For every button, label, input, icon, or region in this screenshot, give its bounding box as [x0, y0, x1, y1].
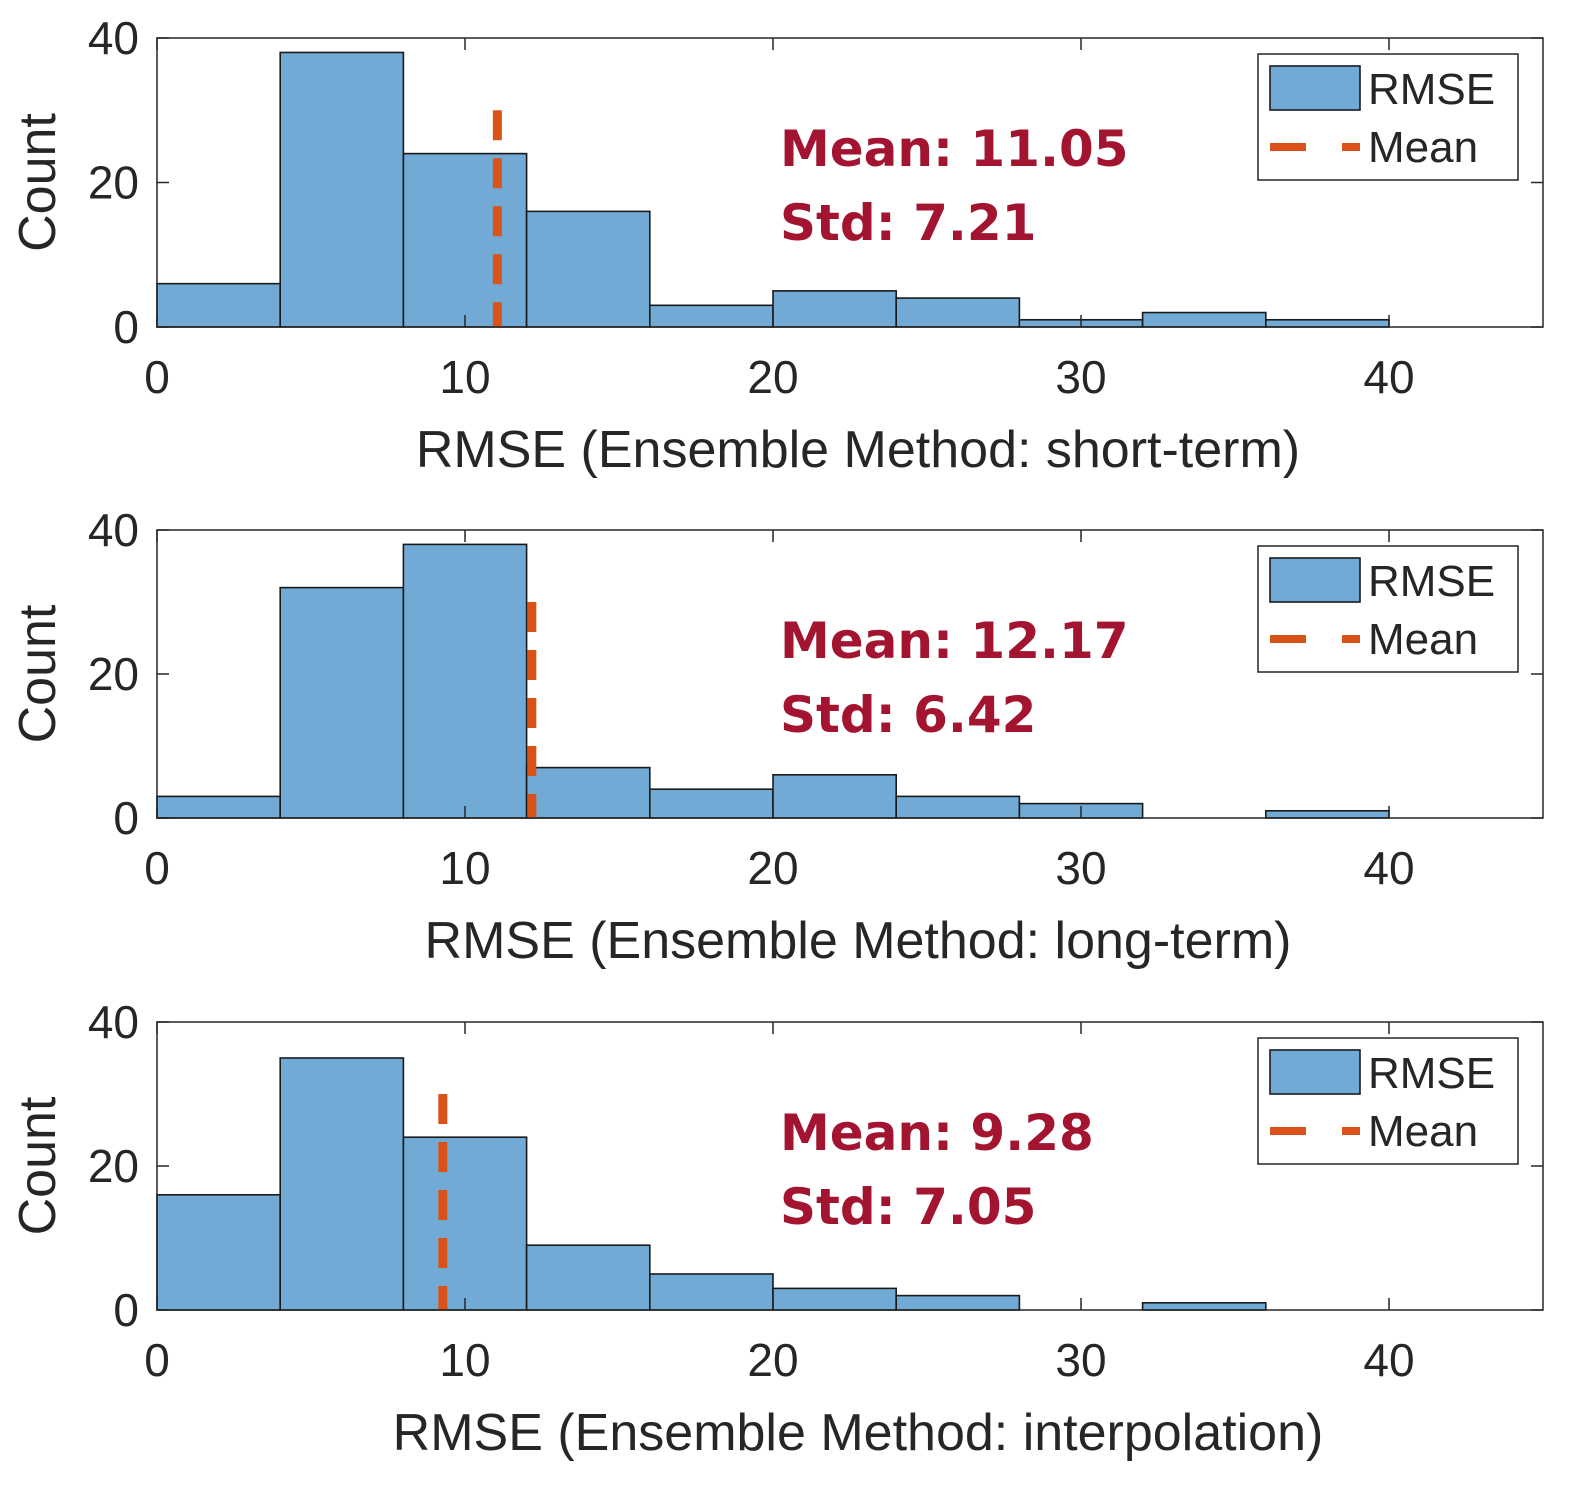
y-tick-label: 20 — [88, 648, 139, 700]
histogram-bar — [1141, 1302, 1267, 1311]
histogram-panel-2: 0 10 20 30 40 0 20 40 RMSE (Ensemble Method: lon… — [9, 504, 1544, 970]
histogram-bar — [402, 543, 528, 819]
x-tick-label: 20 — [747, 351, 798, 403]
histogram-bar — [1265, 318, 1390, 328]
x-tick-label: 30 — [1055, 351, 1106, 403]
legend-label-rmse: RMSE — [1368, 1049, 1495, 1098]
mean-annotation: Mean: 11.05 — [780, 120, 1129, 178]
y-tick-label: 40 — [88, 12, 139, 64]
x-tick-label: 10 — [439, 351, 490, 403]
legend: RMSE Mean — [1257, 1037, 1519, 1165]
y-tick-label: 20 — [88, 157, 139, 209]
y-tick-label: 40 — [88, 504, 139, 556]
y-axis-label: Count — [9, 604, 67, 743]
histogram-bar — [279, 51, 405, 328]
histogram-panel-3: 0 10 20 30 40 0 20 40 RMSE (Ensemble Method: int… — [9, 996, 1544, 1462]
histogram-bar — [895, 297, 1021, 328]
histogram-bar — [648, 788, 774, 819]
legend: RMSE Mean — [1257, 545, 1519, 673]
histogram-panel-1: 0 10 20 30 40 0 20 40 RMSE (Ensemble Method: sho… — [9, 12, 1544, 479]
legend-swatch-rmse — [1269, 557, 1361, 603]
legend-label-rmse: RMSE — [1368, 65, 1495, 114]
std-annotation: Std: 7.21 — [780, 194, 1036, 252]
x-tick-label: 0 — [144, 842, 170, 894]
x-axis-label: RMSE (Ensemble Method: short-term) — [416, 421, 1300, 479]
legend-label-rmse: RMSE — [1368, 557, 1495, 606]
std-annotation: Std: 7.05 — [780, 1178, 1036, 1236]
x-tick-label: 20 — [747, 1334, 798, 1386]
legend-swatch-rmse — [1269, 65, 1361, 111]
histogram-bar — [525, 766, 651, 819]
mean-annotation: Mean: 12.17 — [780, 612, 1129, 670]
histogram-bar — [772, 773, 897, 819]
x-tick-label: 0 — [144, 351, 170, 403]
legend: RMSE Mean — [1257, 53, 1519, 181]
x-tick-label: 10 — [439, 842, 490, 894]
y-tick-label: 0 — [113, 792, 139, 844]
legend-swatch-rmse — [1269, 1049, 1361, 1095]
histogram-bar — [156, 1194, 281, 1311]
histogram-bar — [648, 1273, 774, 1311]
x-axis-label: RMSE (Ensemble Method: long-term) — [425, 912, 1292, 970]
histogram-bar — [525, 210, 651, 328]
y-tick-label: 0 — [113, 301, 139, 353]
x-axis-label: RMSE (Ensemble Method: interpolation) — [393, 1404, 1324, 1462]
histogram-bar — [1141, 311, 1267, 328]
x-tick-label: 0 — [144, 1334, 170, 1386]
y-axis-label: Count — [9, 113, 67, 252]
x-tick-label: 30 — [1055, 842, 1106, 894]
histogram-bar — [648, 304, 774, 328]
histogram-bar — [525, 1244, 651, 1311]
x-tick-label: 20 — [747, 842, 798, 894]
histogram-bar — [156, 282, 281, 328]
histogram-bar — [156, 795, 281, 819]
histogram-bar — [279, 586, 405, 819]
legend-label-mean: Mean — [1368, 615, 1478, 664]
y-axis-label: Count — [9, 1096, 67, 1235]
histogram-bar — [1265, 809, 1390, 819]
legend-label-mean: Mean — [1368, 123, 1478, 172]
x-tick-label: 30 — [1055, 1334, 1106, 1386]
histogram-bar — [895, 1294, 1021, 1311]
mean-annotation: Mean: 9.28 — [780, 1104, 1094, 1162]
histogram-bar — [772, 1287, 897, 1311]
x-tick-label: 40 — [1363, 1334, 1414, 1386]
histogram-bar — [772, 290, 897, 328]
legend-box — [1257, 53, 1519, 181]
histogram-bar — [895, 795, 1021, 819]
histogram-bar — [402, 152, 528, 328]
legend-label-mean: Mean — [1368, 1107, 1478, 1156]
x-tick-label: 10 — [439, 1334, 490, 1386]
std-annotation: Std: 6.42 — [780, 686, 1036, 744]
y-tick-label: 40 — [88, 996, 139, 1048]
x-tick-label: 40 — [1363, 842, 1414, 894]
y-tick-label: 20 — [88, 1140, 139, 1192]
histogram-bar — [279, 1057, 405, 1311]
x-tick-label: 40 — [1363, 351, 1414, 403]
histogram-bar — [402, 1136, 528, 1311]
y-tick-label: 0 — [113, 1284, 139, 1336]
